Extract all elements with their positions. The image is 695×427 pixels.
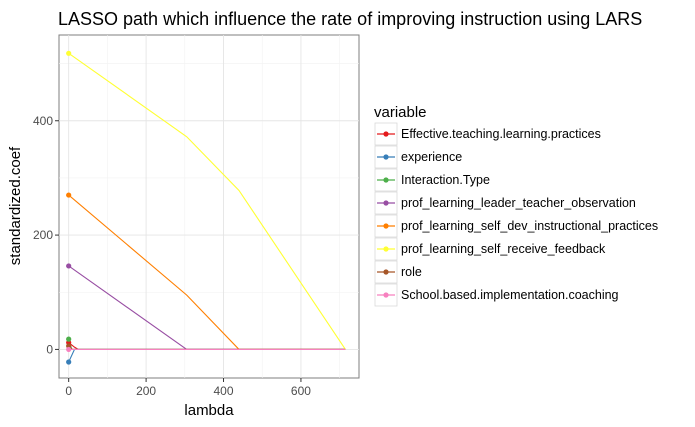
- y-axis-title: standardized.coef: [7, 146, 24, 265]
- x-tick-label: 0: [65, 384, 72, 398]
- legend-label: prof_learning_leader_teacher_observation: [401, 196, 636, 210]
- axis-ticks: 0 200 400 600 0 200 400: [33, 114, 311, 398]
- y-tick-label: 0: [46, 342, 53, 356]
- x-tick-label: 200: [136, 384, 156, 398]
- legend-title: variable: [374, 104, 427, 121]
- legend-item: Interaction.Type: [374, 168, 490, 192]
- series-point-3: [66, 336, 72, 342]
- legend-label: Effective.teaching.learning.practices: [401, 127, 601, 141]
- series-line-6: [68, 52, 346, 350]
- legend-item: School.based.implementation.coaching: [374, 283, 619, 307]
- y-tick-label: 200: [33, 228, 53, 242]
- series-point-2: [66, 359, 72, 365]
- legend-item: experience: [374, 145, 462, 169]
- legend-item: role: [374, 260, 422, 284]
- x-tick-label: 400: [214, 384, 234, 398]
- legend-key-point: [383, 246, 389, 252]
- legend-key-point: [383, 154, 389, 160]
- y-tick-label: 400: [33, 114, 53, 128]
- series-lines: [66, 50, 346, 365]
- legend-label: role: [401, 265, 422, 279]
- legend-label: Interaction.Type: [401, 173, 490, 187]
- x-tick-label: 600: [291, 384, 311, 398]
- legend-item: Effective.teaching.learning.practices: [374, 122, 601, 146]
- legend-label: prof_learning_self_dev_instructional_pra…: [401, 219, 658, 233]
- series-point-5: [66, 192, 72, 198]
- plot-panel: [58, 34, 360, 379]
- legend-item: prof_learning_self_dev_instructional_pra…: [374, 214, 658, 238]
- legend-key-point: [383, 200, 389, 206]
- legend-label: School.based.implementation.coaching: [401, 288, 619, 302]
- chart-title: LASSO path which influence the rate of i…: [58, 9, 642, 29]
- legend-key-point: [383, 269, 389, 275]
- legend-item: prof_learning_leader_teacher_observation: [374, 191, 636, 215]
- legend-key-point: [383, 292, 389, 298]
- legend-label: prof_learning_self_receive_feedback: [401, 242, 606, 256]
- legend-key-point: [383, 177, 389, 183]
- series-point-8: [66, 346, 72, 353]
- legend-key-point: [383, 223, 389, 229]
- series-point-6: [66, 50, 72, 56]
- legend-key-point: [383, 131, 389, 137]
- legend-item: prof_learning_self_receive_feedback: [374, 237, 606, 261]
- series-point-4: [66, 263, 72, 269]
- legend-label: experience: [401, 150, 462, 164]
- legend: variable Effective.teaching.learning.pra…: [374, 104, 658, 307]
- x-axis-title: lambda: [184, 402, 234, 419]
